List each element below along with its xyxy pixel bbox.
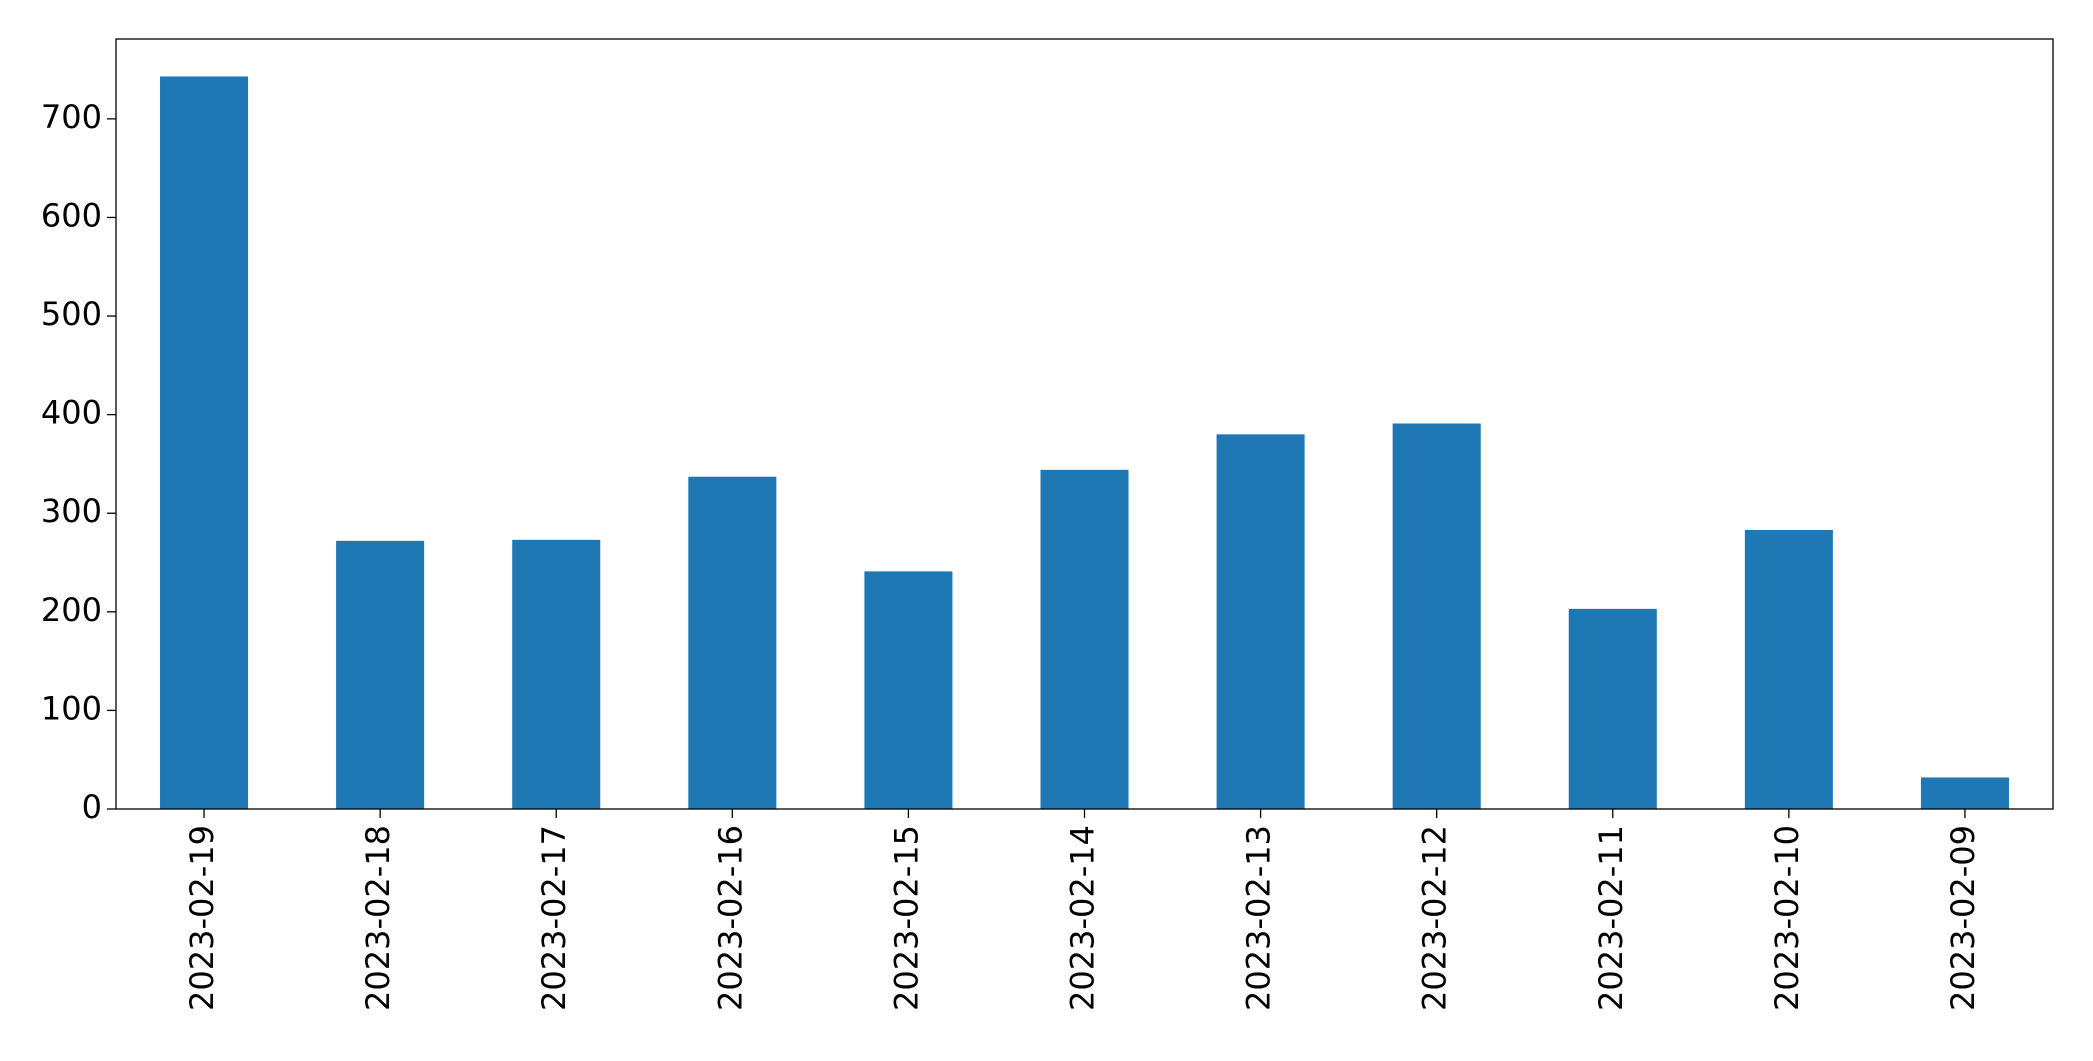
- bar: [1568, 608, 1657, 809]
- y-tick-label: 600: [41, 196, 102, 234]
- x-tick-label: 2023-02-16: [711, 825, 749, 1011]
- bar: [1216, 434, 1305, 809]
- y-tick-label: 500: [41, 295, 102, 333]
- bar: [688, 476, 777, 809]
- bar: [1744, 529, 1833, 809]
- y-tick-label: 700: [41, 98, 102, 136]
- y-tick-label: 100: [41, 689, 102, 727]
- x-tick-label: 2023-02-17: [535, 825, 573, 1011]
- x-tick-label: 2023-02-12: [1416, 825, 1454, 1011]
- x-tick-label: 2023-02-18: [359, 825, 397, 1011]
- x-tick-label: 2023-02-15: [887, 825, 925, 1011]
- x-tick-label: 2023-02-14: [1064, 825, 1102, 1011]
- x-tick-label: 2023-02-13: [1240, 825, 1278, 1011]
- x-tick-label: 2023-02-19: [183, 825, 221, 1011]
- bar: [1392, 423, 1481, 809]
- plot-frame: [115, 38, 2054, 810]
- bar: [160, 76, 249, 810]
- y-tick-label: 300: [41, 492, 102, 530]
- y-tick-label: 400: [41, 394, 102, 432]
- bar: [336, 540, 425, 809]
- bar: [512, 539, 601, 809]
- x-tick-label: 2023-02-10: [1768, 825, 1806, 1011]
- bar: [1920, 777, 2009, 809]
- x-tick-label: 2023-02-11: [1592, 825, 1630, 1011]
- y-tick-label: 0: [82, 788, 102, 826]
- x-tick-label: 2023-02-09: [1944, 825, 1982, 1011]
- bar: [1040, 469, 1129, 809]
- bar: [864, 571, 953, 809]
- y-tick-label: 200: [41, 591, 102, 629]
